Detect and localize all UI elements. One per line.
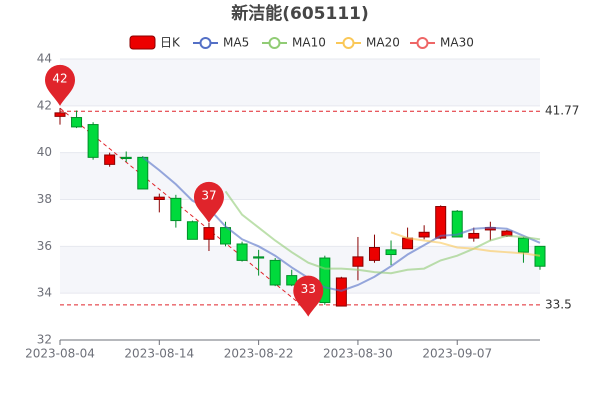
mark-pin-label: 37 <box>201 188 216 202</box>
candle-body <box>269 259 281 286</box>
candle-body <box>468 232 480 239</box>
ma-line <box>224 190 541 275</box>
y-tick-label: 40 <box>37 145 52 159</box>
candle-body <box>435 206 447 239</box>
mark-pin <box>193 181 224 223</box>
mark-pin-label: 33 <box>301 282 316 296</box>
candle-body <box>335 277 347 307</box>
legend-icon <box>342 37 355 49</box>
y-tick-label: 42 <box>37 98 52 112</box>
x-tick-label: 2023-09-07 <box>422 347 492 361</box>
candle-body <box>71 117 83 128</box>
legend-label: MA20 <box>366 36 400 50</box>
mark-line-label: 33.5 <box>545 297 572 311</box>
y-tick-label: 34 <box>37 286 52 300</box>
legend-label: MA10 <box>292 36 326 50</box>
candle-body <box>153 196 165 201</box>
mark-pin-label: 42 <box>52 71 67 85</box>
split-area <box>60 59 540 106</box>
candle-body <box>137 156 149 190</box>
candle-body <box>352 256 364 267</box>
candle-body <box>368 247 380 261</box>
legend-label: 日K <box>160 36 181 50</box>
x-tick-label: 2023-08-04 <box>25 347 95 361</box>
candle-body <box>203 227 215 240</box>
legend-icon <box>268 37 281 49</box>
y-tick-label: 44 <box>37 52 52 66</box>
mark-pin <box>293 275 324 317</box>
candle-body <box>534 245 546 267</box>
candle-body <box>319 257 331 304</box>
legend-icon <box>129 35 156 50</box>
candle-body <box>186 221 198 240</box>
candle-body <box>517 237 529 253</box>
candle-body <box>253 256 265 259</box>
chart-title: 新洁能(605111) <box>231 3 369 24</box>
legend-label: MA5 <box>223 36 249 50</box>
candle-body <box>87 124 99 158</box>
legend-icon <box>199 37 212 49</box>
y-tick-label: 32 <box>37 333 52 347</box>
mark-pin <box>45 64 75 106</box>
candle-body <box>236 243 248 261</box>
candle-body <box>451 210 463 238</box>
candle-body <box>170 197 182 222</box>
candle-body <box>54 112 66 117</box>
split-area <box>60 152 540 200</box>
candle-body <box>286 275 298 286</box>
y-tick-label: 38 <box>37 192 52 206</box>
x-tick-label: 2023-08-22 <box>224 347 294 361</box>
trend-line <box>59 107 309 312</box>
y-tick-label: 36 <box>37 239 52 253</box>
candle-body <box>120 156 132 160</box>
ma-line <box>390 231 541 257</box>
candle-body <box>385 249 397 256</box>
candle-body <box>402 237 414 250</box>
x-tick-label: 2023-08-14 <box>124 347 194 361</box>
legend-label: MA30 <box>440 36 474 50</box>
legend-icon <box>416 37 429 49</box>
mark-line-label: 41.77 <box>545 104 579 118</box>
candle-body <box>418 231 430 238</box>
candle-body <box>104 154 116 165</box>
x-tick-label: 2023-08-30 <box>323 347 393 361</box>
